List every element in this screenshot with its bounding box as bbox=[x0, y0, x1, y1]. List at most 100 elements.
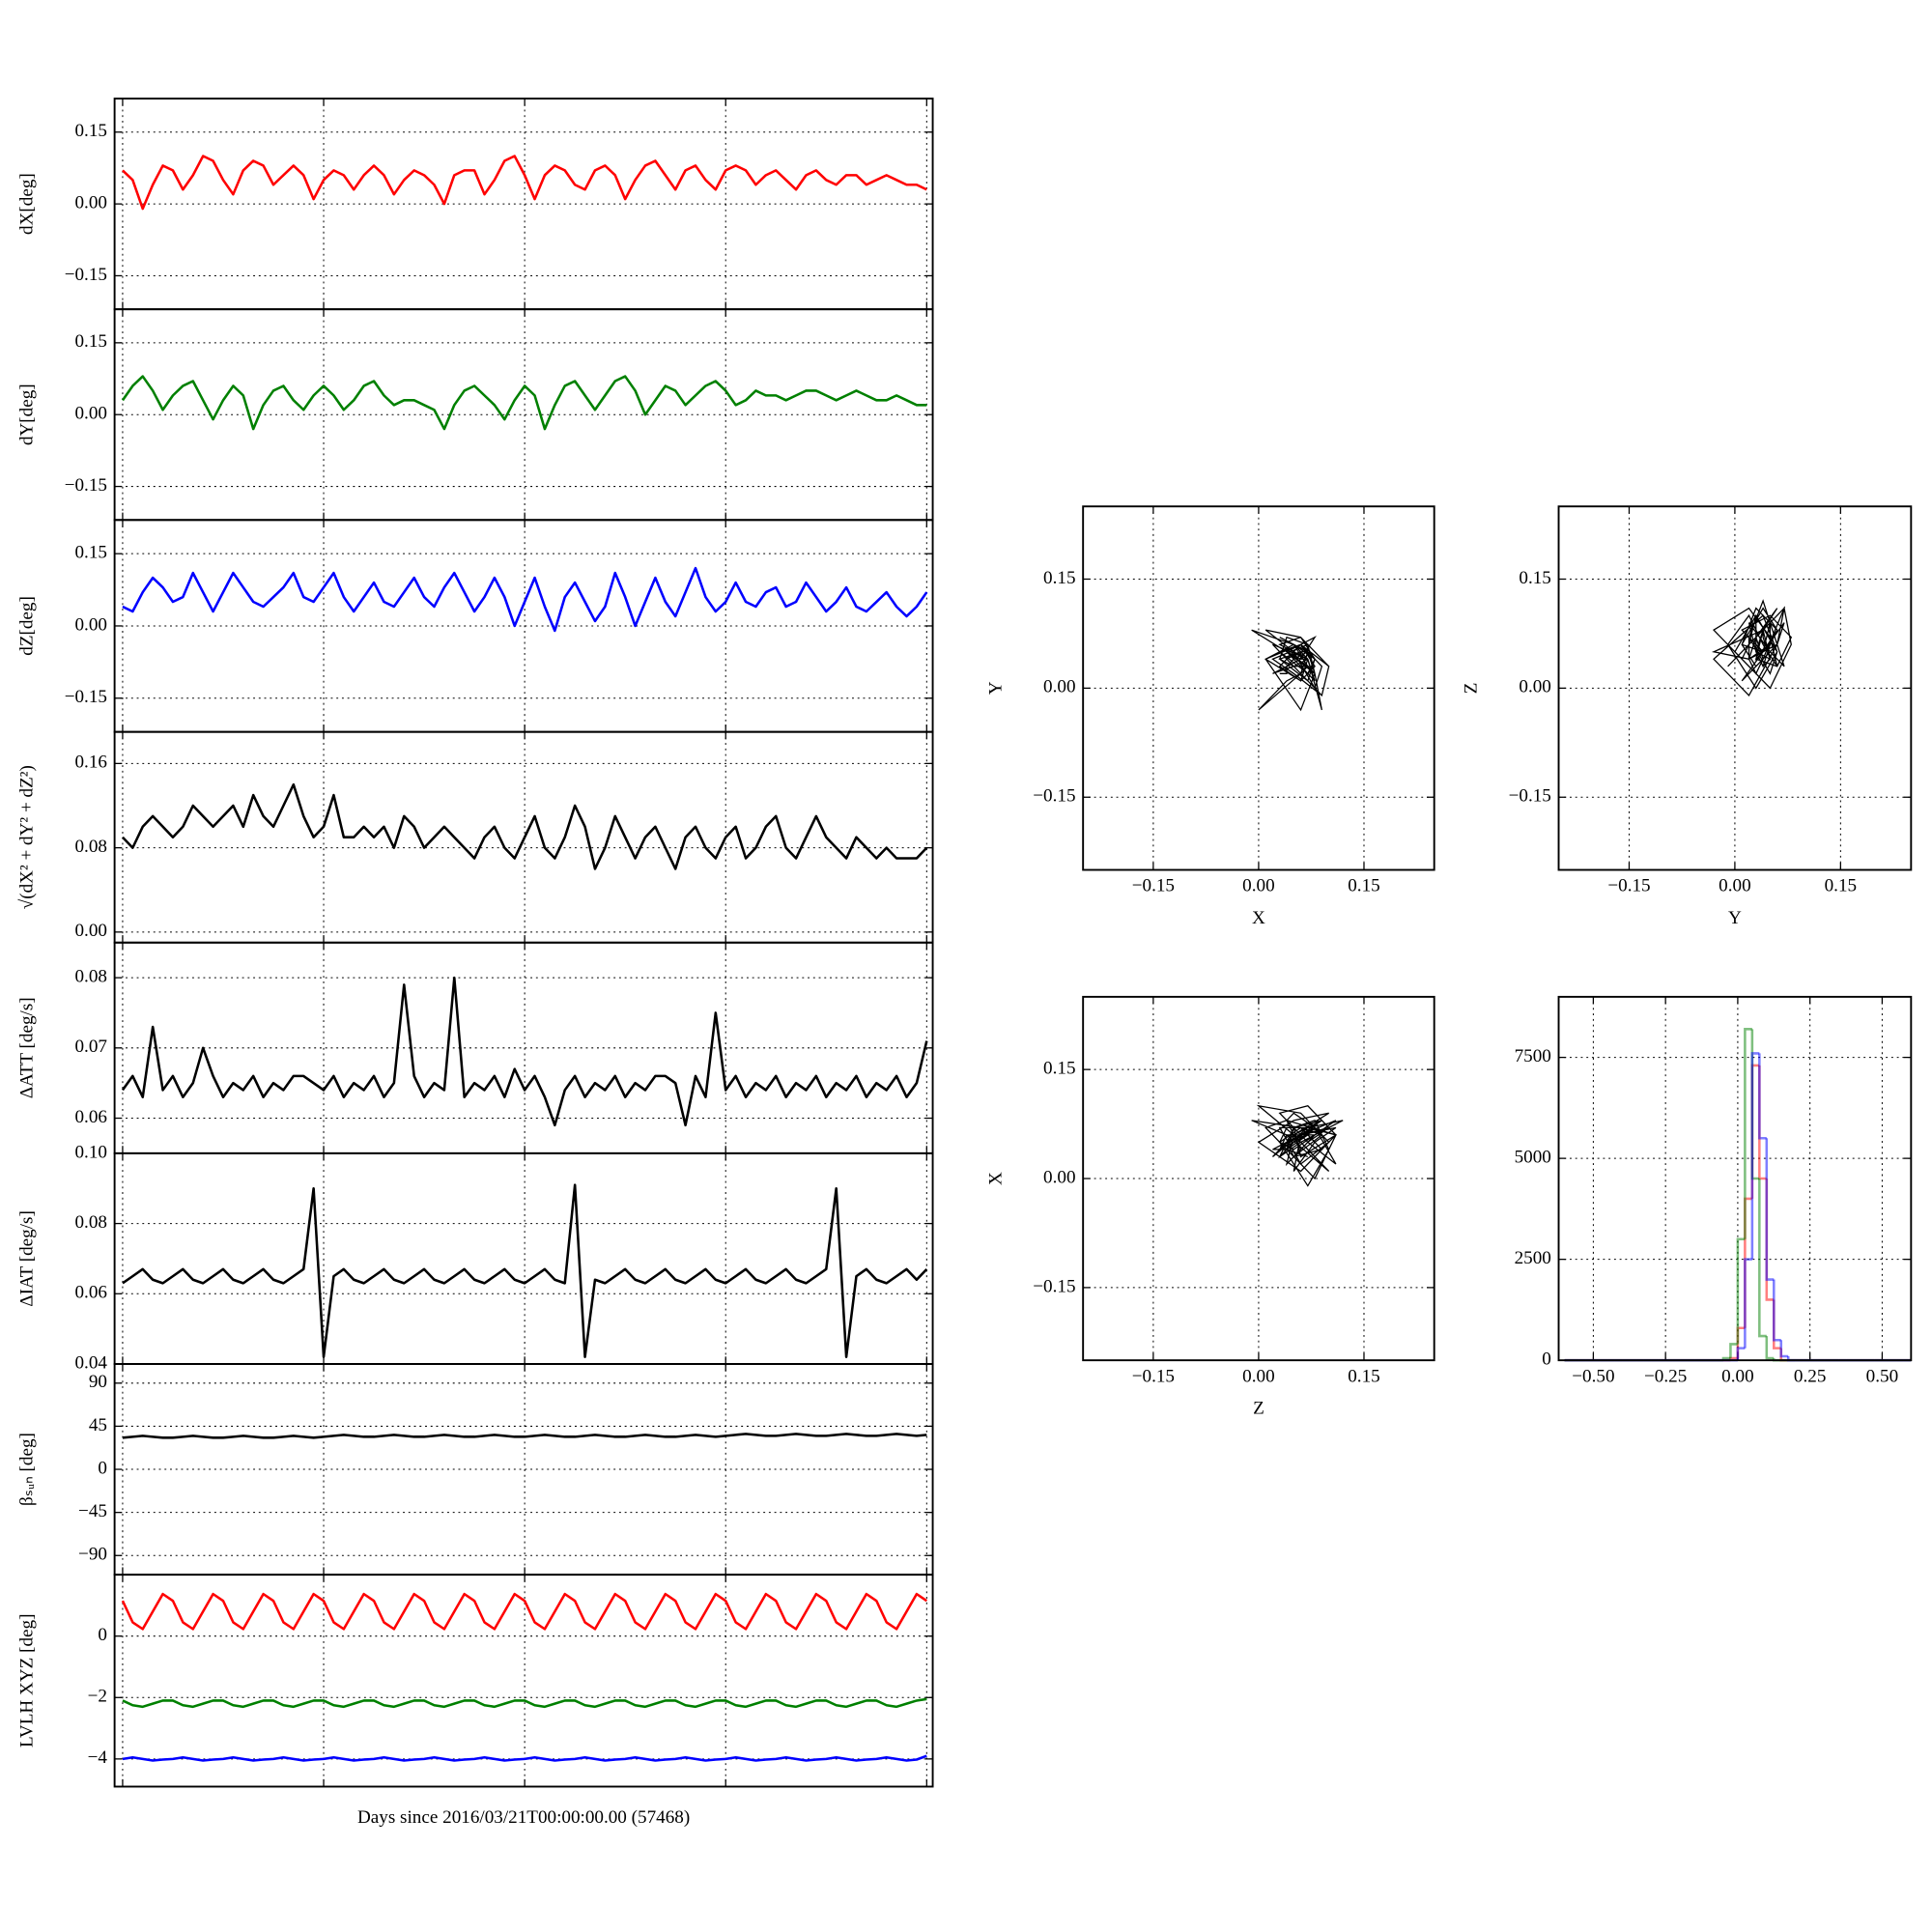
histogram-step bbox=[1773, 1279, 1781, 1342]
y-tick-label: 0.00 bbox=[1043, 1167, 1075, 1187]
y-tick-label: 0.04 bbox=[75, 1352, 108, 1373]
y-axis-label: dX[deg] bbox=[17, 173, 38, 235]
data-line bbox=[121, 375, 927, 431]
y-tick-label: 0 bbox=[1542, 1350, 1551, 1370]
histogram-step bbox=[1765, 1336, 1775, 1360]
y-tick-label: 2500 bbox=[1515, 1248, 1551, 1268]
y-tick-label: −0.15 bbox=[65, 265, 107, 285]
y-axis-label: Z bbox=[1462, 683, 1482, 695]
y-axis-label: dZ[deg] bbox=[17, 596, 38, 656]
y-tick-label: −0.15 bbox=[65, 687, 107, 707]
y-tick-label: 0.10 bbox=[75, 1142, 107, 1162]
data-line bbox=[122, 1433, 927, 1439]
axes-frame bbox=[113, 1574, 934, 1788]
y-axis-label: dY[deg] bbox=[17, 384, 38, 445]
x-tick-label: 0.15 bbox=[1825, 876, 1857, 896]
data-line bbox=[121, 1592, 928, 1631]
x-tick-label: −0.25 bbox=[1644, 1366, 1687, 1386]
y-tick-label: 0.15 bbox=[1519, 568, 1550, 588]
axes-frame bbox=[1557, 995, 1913, 1362]
y-tick-label: −0.15 bbox=[1033, 1276, 1075, 1296]
y-tick-label: −2 bbox=[88, 1687, 107, 1707]
x-tick-label: 0.00 bbox=[1719, 876, 1750, 896]
data-line bbox=[122, 782, 928, 870]
y-tick-label: 0 bbox=[98, 1458, 107, 1478]
y-tick-label: 0.16 bbox=[75, 753, 107, 773]
y-tick-label: −0.15 bbox=[1033, 786, 1075, 807]
y-tick-label: 0.00 bbox=[75, 404, 107, 424]
data-line bbox=[122, 155, 927, 211]
y-tick-label: 0.08 bbox=[75, 837, 107, 857]
x-tick-label: 0.00 bbox=[1721, 1366, 1753, 1386]
y-tick-label: 0.06 bbox=[75, 1283, 107, 1303]
y-axis-label: Y bbox=[985, 681, 1006, 695]
x-tick-label: 0.25 bbox=[1794, 1366, 1826, 1386]
trajectory-line bbox=[1251, 1104, 1344, 1187]
x-tick-label: 0.50 bbox=[1866, 1366, 1898, 1386]
x-tick-label: −0.15 bbox=[1132, 1366, 1175, 1386]
axes-frame bbox=[113, 1151, 934, 1365]
y-tick-label: 0.15 bbox=[1043, 1059, 1075, 1079]
y-tick-label: 0.15 bbox=[1043, 568, 1075, 588]
y-tick-label: −0.15 bbox=[1509, 786, 1551, 807]
x-axis-label: Days since 2016/03/21T00:00:00.00 (57468… bbox=[357, 1807, 690, 1828]
histogram-step bbox=[1765, 1138, 1775, 1281]
data-line bbox=[122, 566, 928, 633]
y-tick-label: 0 bbox=[98, 1625, 107, 1645]
y-tick-label: 0.08 bbox=[75, 967, 107, 987]
y-axis-label: LVLH XYZ [deg] bbox=[17, 1614, 38, 1747]
data-line bbox=[122, 1697, 927, 1709]
trajectory-line bbox=[1251, 629, 1330, 712]
histogram-step bbox=[1758, 1053, 1767, 1140]
histogram-step bbox=[1729, 1343, 1738, 1359]
x-tick-label: 0.00 bbox=[1242, 876, 1274, 896]
y-tick-label: 7500 bbox=[1515, 1046, 1551, 1066]
x-tick-label: −0.15 bbox=[1607, 876, 1650, 896]
histogram-step bbox=[1750, 1052, 1760, 1260]
y-tick-label: 0.00 bbox=[75, 192, 107, 213]
y-tick-label: 45 bbox=[89, 1415, 107, 1435]
y-tick-label: 0.15 bbox=[75, 331, 107, 352]
y-tick-label: −90 bbox=[78, 1545, 107, 1565]
y-tick-label: 0.08 bbox=[75, 1212, 107, 1233]
y-tick-label: −4 bbox=[88, 1747, 108, 1768]
y-tick-label: 90 bbox=[89, 1372, 107, 1392]
x-axis-label: X bbox=[1252, 908, 1265, 928]
y-axis-label: βₛᵤₙ [deg] bbox=[17, 1433, 38, 1506]
x-tick-label: −0.50 bbox=[1572, 1366, 1614, 1386]
trajectory-line bbox=[1711, 599, 1793, 696]
x-tick-label: 0.00 bbox=[1242, 1366, 1274, 1386]
histogram-step bbox=[1758, 1179, 1767, 1338]
y-tick-label: 0.00 bbox=[1043, 677, 1075, 697]
data-line bbox=[122, 1754, 927, 1762]
y-tick-label: 0.00 bbox=[75, 921, 107, 941]
axes-frame bbox=[1082, 995, 1435, 1362]
histogram-step bbox=[1736, 1237, 1746, 1345]
y-tick-label: 0.15 bbox=[75, 543, 107, 563]
y-tick-label: 0.00 bbox=[75, 614, 107, 635]
x-tick-label: 0.15 bbox=[1348, 876, 1379, 896]
x-tick-label: −0.15 bbox=[1132, 876, 1175, 896]
y-axis-label: X bbox=[985, 1172, 1006, 1185]
x-tick-label: 0.15 bbox=[1348, 1366, 1379, 1386]
data-line bbox=[122, 1183, 928, 1358]
histogram-step bbox=[1779, 1340, 1789, 1358]
x-axis-label: Z bbox=[1253, 1399, 1264, 1419]
x-axis-label: Y bbox=[1728, 908, 1742, 928]
y-axis-label: ΔATT [deg/s] bbox=[17, 997, 38, 1098]
histogram-step bbox=[1744, 1258, 1752, 1349]
y-tick-label: 0.15 bbox=[75, 121, 107, 141]
y-tick-label: −45 bbox=[78, 1501, 107, 1521]
axes-frame bbox=[1557, 505, 1913, 871]
y-tick-label: −0.15 bbox=[65, 475, 107, 496]
y-tick-label: 5000 bbox=[1515, 1148, 1551, 1168]
axes-frame bbox=[1082, 505, 1435, 871]
y-axis-label: ΔIAT [deg/s] bbox=[17, 1210, 38, 1307]
y-tick-label: 0.06 bbox=[75, 1107, 107, 1127]
data-line bbox=[121, 976, 928, 1127]
histogram-step bbox=[1736, 1347, 1746, 1361]
histogram-step bbox=[1744, 1028, 1752, 1239]
y-axis-label: √(dX² + dY² + dZ²) bbox=[17, 765, 38, 909]
